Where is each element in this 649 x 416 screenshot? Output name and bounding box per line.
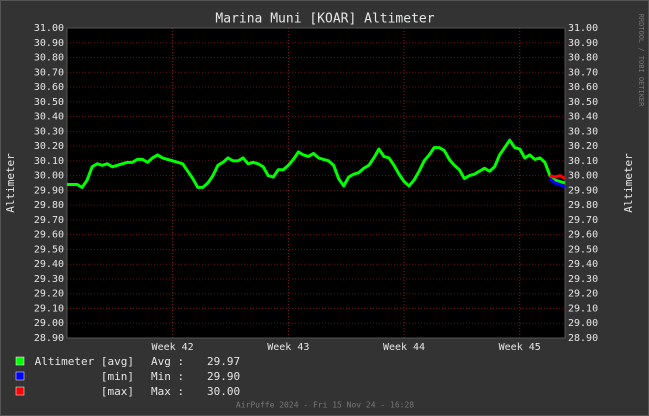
y-tick-label: 30.50 (34, 97, 64, 108)
y2-tick-label: 30.70 (568, 67, 598, 78)
legend-label: [max] (101, 385, 134, 398)
y-tick-label: 30.90 (34, 38, 64, 49)
x-tick-label: Week 45 (499, 342, 541, 353)
y-axis-label: Altimeter (4, 153, 17, 213)
y-tick-label: 30.00 (34, 171, 64, 182)
y-tick-label: 30.70 (34, 67, 64, 78)
footer: AirPuffe 2024 - Fri 15 Nov 24 - 16:28 (236, 401, 414, 410)
x-tick-label: Week 42 (152, 342, 194, 353)
y2-tick-label: 29.90 (568, 185, 598, 196)
y-tick-label: 29.70 (34, 215, 64, 226)
y2-tick-label: 28.90 (568, 333, 598, 344)
y2-tick-label: 29.20 (568, 289, 598, 300)
y2-tick-label: 30.50 (568, 97, 598, 108)
y-tick-label: 30.40 (34, 112, 64, 123)
y-tick-label: 29.90 (34, 185, 64, 196)
y-tick-label: 30.20 (34, 141, 64, 152)
stat-value: 29.90 (207, 370, 240, 383)
y-tick-label: 28.90 (34, 333, 64, 344)
x-tick-label: Week 44 (383, 342, 425, 353)
y-tick-label: 29.60 (34, 230, 64, 241)
y-tick-label: 29.80 (34, 200, 64, 211)
series-line (67, 138, 566, 189)
legend-swatch (15, 386, 25, 396)
y2-tick-label: 30.00 (568, 171, 598, 182)
legend-swatch (15, 371, 25, 381)
y2-tick-label: 30.90 (568, 38, 598, 49)
legend-label: [min] (101, 370, 134, 383)
y2-axis-label: Altimeter (622, 153, 635, 213)
y-tick-label: 29.00 (34, 318, 64, 329)
y2-tick-label: 31.00 (568, 23, 598, 34)
y-tick-label: 29.20 (34, 289, 64, 300)
y2-tick-label: 29.30 (568, 274, 598, 285)
y2-tick-label: 30.80 (568, 53, 598, 64)
stat-name: Max : (151, 385, 184, 398)
chart-title: Marina Muni [KOAR] Altimeter (215, 12, 434, 27)
y2-tick-label: 29.80 (568, 200, 598, 211)
y-tick-label: 29.40 (34, 259, 64, 270)
y-tick-label: 30.30 (34, 126, 64, 137)
y2-tick-label: 30.40 (568, 112, 598, 123)
plot-area (67, 28, 565, 338)
y-tick-label: 30.60 (34, 82, 64, 93)
y-tick-label: 29.10 (34, 303, 64, 314)
stat-value: 30.00 (207, 385, 240, 398)
y2-tick-label: 29.50 (568, 244, 598, 255)
y-tick-label: 31.00 (34, 23, 64, 34)
y2-tick-label: 30.20 (568, 141, 598, 152)
y-tick-label: 29.50 (34, 244, 64, 255)
y-tick-label: 30.80 (34, 53, 64, 64)
side-text: RRDTOOL / TOBI OETIKER (637, 14, 645, 108)
y2-tick-label: 29.10 (568, 303, 598, 314)
y-tick-label: 29.30 (34, 274, 64, 285)
y2-tick-label: 29.60 (568, 230, 598, 241)
y2-tick-label: 29.00 (568, 318, 598, 329)
y2-tick-label: 29.70 (568, 215, 598, 226)
series-line (548, 177, 566, 189)
legend-swatch (15, 356, 25, 366)
stat-name: Avg : (151, 355, 184, 368)
y2-tick-label: 30.30 (568, 126, 598, 137)
stat-name: Min : (151, 370, 184, 383)
series-line (549, 174, 566, 180)
stat-value: 29.97 (207, 355, 240, 368)
y2-tick-label: 30.10 (568, 156, 598, 167)
y2-tick-label: 29.40 (568, 259, 598, 270)
y-tick-label: 30.10 (34, 156, 64, 167)
legend-label: Altimeter [avg] (35, 355, 134, 368)
y2-tick-label: 30.60 (568, 82, 598, 93)
x-tick-label: Week 43 (267, 342, 309, 353)
